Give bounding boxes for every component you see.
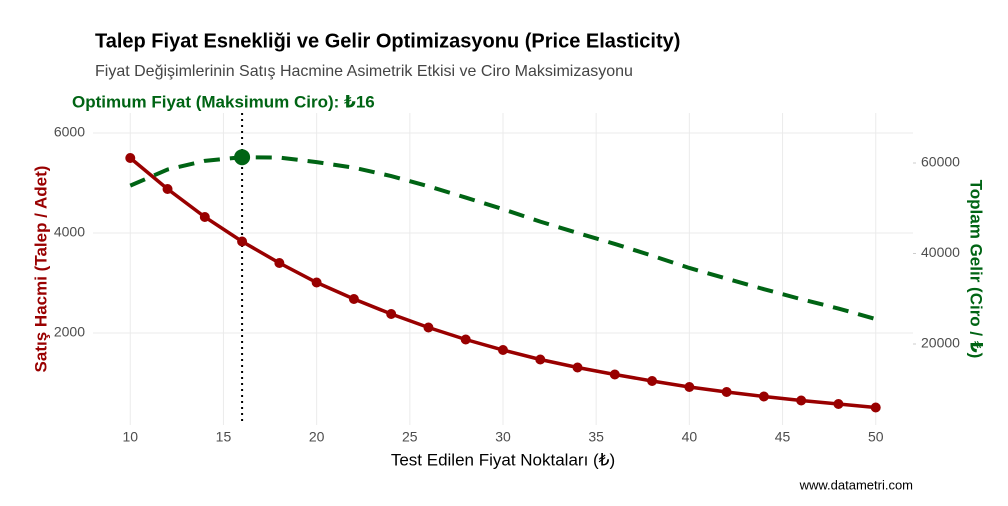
x-tick-label: 50 (868, 429, 884, 445)
y2-tick-label: 60000 (921, 154, 960, 170)
data-point (796, 395, 807, 406)
y-tick-label: 4000 (54, 224, 85, 240)
y2-tick-label: 20000 (921, 335, 960, 351)
data-point (311, 277, 322, 288)
optimum-point (234, 149, 251, 166)
data-point (348, 294, 359, 304)
data-point (460, 334, 471, 345)
data-point (684, 382, 695, 392)
data-point (647, 376, 658, 386)
data-point (609, 369, 620, 380)
caption: www.datametri.com (799, 477, 913, 492)
y-axis-label: Satış Hacmi (Talep / Adet) (31, 166, 50, 373)
data-point (572, 362, 583, 373)
x-tick-label: 10 (122, 429, 138, 445)
x-tick-label: 40 (682, 429, 698, 445)
y-tick-label: 2000 (54, 324, 85, 340)
x-tick-label: 20 (309, 429, 325, 445)
x-tick-label: 25 (402, 429, 418, 445)
data-point (758, 391, 769, 402)
data-point (721, 387, 732, 397)
data-point (386, 309, 397, 319)
data-point (125, 153, 136, 163)
y2-tick-label: 40000 (921, 244, 960, 260)
x-tick-label: 15 (216, 429, 232, 445)
data-point (237, 236, 248, 247)
x-tick-label: 30 (495, 429, 511, 445)
data-point (274, 258, 285, 268)
data-point (870, 402, 881, 413)
data-point (423, 322, 434, 333)
y2-axis-label: Toplam Gelir (Ciro / ₺) (967, 180, 986, 359)
y-tick-label: 6000 (54, 124, 85, 140)
chart-subtitle: Fiyat Değişimlerinin Satış Hacmine Asime… (95, 63, 633, 80)
data-point (498, 345, 508, 355)
chart-title: Talep Fiyat Esnekliği ve Gelir Optimizas… (95, 30, 680, 52)
optimum-label: Optimum Fiyat (Maksimum Ciro): ₺16 (72, 92, 375, 111)
x-axis-label: Test Edilen Fiyat Noktaları (₺) (391, 450, 615, 469)
x-tick-label: 45 (775, 429, 791, 445)
data-point (833, 399, 844, 409)
data-point (162, 184, 173, 194)
data-point (535, 354, 546, 365)
data-point (199, 212, 210, 222)
x-tick-label: 35 (588, 429, 604, 445)
